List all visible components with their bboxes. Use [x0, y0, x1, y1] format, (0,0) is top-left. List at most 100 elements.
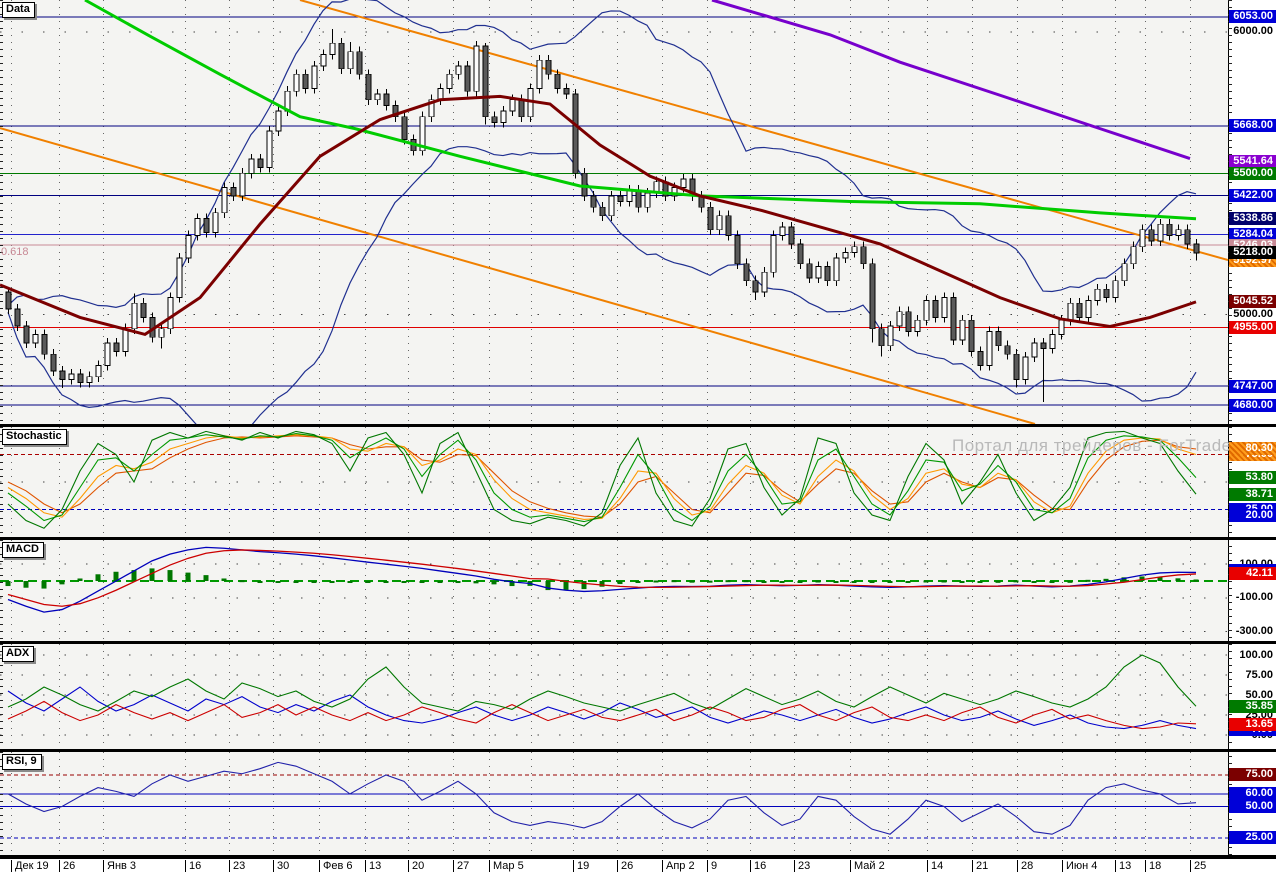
candle [329, 42, 336, 55]
candle [896, 311, 903, 327]
candle [581, 172, 588, 197]
candle [680, 178, 687, 188]
axis-value-label: 5668.00 [1229, 119, 1276, 133]
candle [572, 93, 579, 174]
candle [824, 266, 831, 282]
candle [788, 226, 795, 245]
candle [806, 263, 813, 279]
time-axis-tick [750, 860, 751, 872]
candle [1184, 229, 1191, 245]
candle [113, 342, 120, 352]
axis-value-label: -100.00 [1235, 591, 1273, 604]
candle [950, 297, 957, 341]
candle [230, 187, 237, 197]
axis-value-label: 42.11 [1229, 567, 1276, 581]
candle [1085, 300, 1092, 318]
panel-separator[interactable] [0, 855, 1276, 857]
candle [1139, 229, 1146, 248]
axis-value-label: 6053.00 [1229, 10, 1276, 24]
panel-title-macd[interactable]: MACD [2, 542, 44, 558]
candle [1157, 223, 1164, 242]
axis-value-label: 75.00 [1245, 668, 1273, 681]
left-axis-tickmarks [0, 752, 3, 855]
axis-value-label: 5218.00 [1229, 246, 1276, 260]
stochastic-panel[interactable] [0, 427, 1228, 537]
time-axis-tick [365, 860, 366, 872]
time-axis-label: 23 [233, 860, 246, 872]
candle [194, 218, 201, 236]
candle [1067, 302, 1074, 321]
time-axis-label: 21 [976, 860, 989, 872]
time-axis-label: Апр 2 [666, 860, 695, 872]
axis-value-label: 50.00 [1229, 799, 1276, 813]
candle [437, 88, 444, 101]
panel-title-stochastic[interactable]: Stochastic [2, 429, 67, 445]
candle [500, 110, 507, 123]
time-axis-label: 14 [931, 860, 944, 872]
candle [275, 110, 282, 132]
axis-value-label: 5541.64 [1229, 155, 1276, 168]
candle [266, 130, 273, 169]
axis-value-label: 25.00 [1229, 831, 1276, 845]
adx-panel[interactable] [0, 644, 1228, 749]
candle [1031, 342, 1038, 358]
candle [122, 328, 129, 352]
time-axis-tick [794, 860, 795, 872]
time-axis-tick [617, 860, 618, 872]
price-chart-panel[interactable] [0, 0, 1228, 424]
candle [176, 257, 183, 299]
candle [32, 333, 39, 344]
panel-separator[interactable] [0, 424, 1276, 427]
candle [518, 99, 525, 118]
candle [383, 93, 390, 106]
site-watermark: Портал для трейдеров - ForTrader.ru [952, 436, 1259, 455]
macd-panel[interactable] [0, 540, 1228, 641]
candle [563, 88, 570, 95]
panel-separator[interactable] [0, 537, 1276, 540]
candle [77, 373, 84, 383]
axis-value-label: 60.00 [1229, 787, 1276, 801]
candle [1022, 356, 1029, 381]
candle [14, 308, 21, 327]
candle [887, 325, 894, 347]
candle [725, 215, 732, 236]
candle [995, 331, 1002, 347]
candle [1004, 345, 1011, 355]
left-axis-tickmarks [0, 0, 3, 424]
panel-title-data[interactable]: Data [2, 2, 35, 18]
axis-value-label: 100.00 [1239, 648, 1273, 661]
time-axis-tick [1017, 860, 1018, 872]
candle [293, 73, 300, 92]
panel-title-rsi[interactable]: RSI, 9 [2, 754, 42, 770]
candle [779, 226, 786, 236]
candle [554, 73, 561, 89]
candle [1112, 280, 1119, 299]
candle [302, 73, 309, 89]
axis-value-label: 4747.00 [1229, 379, 1276, 393]
panel-separator[interactable] [0, 641, 1276, 644]
candle [905, 311, 912, 332]
price-scale-tickmarks [1228, 0, 1232, 857]
candle [509, 99, 516, 112]
time-axis-tick [229, 860, 230, 872]
candle [1040, 342, 1047, 349]
panel-title-adx[interactable]: ADX [2, 646, 35, 662]
candle [932, 300, 939, 318]
candle [185, 235, 192, 259]
candle [1076, 302, 1083, 318]
rsi-panel[interactable] [0, 752, 1228, 855]
candle [464, 65, 471, 92]
candle [446, 73, 453, 89]
time-axis-tick [972, 860, 973, 872]
candle [68, 373, 75, 381]
time-axis-label: 13 [369, 860, 382, 872]
candle [221, 187, 228, 214]
candle [203, 218, 210, 234]
axis-value-label: 5284.04 [1229, 227, 1276, 241]
candle [50, 353, 57, 372]
candle [5, 291, 12, 310]
candle [626, 189, 633, 202]
panel-separator[interactable] [0, 749, 1276, 752]
axis-value-label: 5500.00 [1229, 166, 1276, 180]
time-axis[interactable]: Дек 19 26 Янв 3 16 23 30 Фев 6 13 20 27 Мар 5 19 26 А… [0, 857, 1276, 872]
